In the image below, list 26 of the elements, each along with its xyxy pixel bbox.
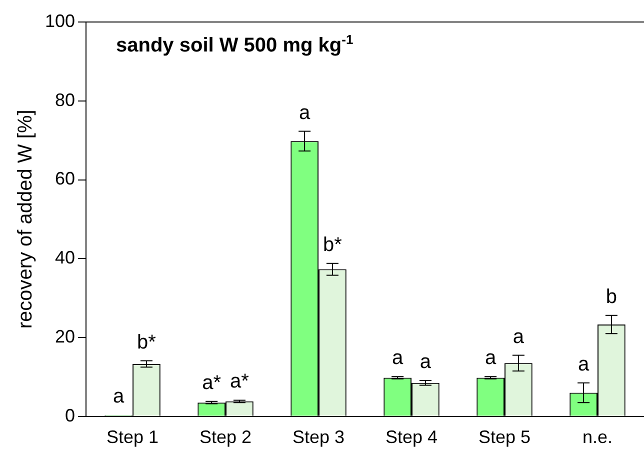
y-tick-label: 60 bbox=[55, 168, 76, 189]
annotation: a* bbox=[230, 370, 250, 393]
annotation: a bbox=[578, 353, 590, 376]
annotation: a bbox=[392, 347, 404, 370]
y-tick-label: 100 bbox=[44, 10, 76, 31]
x-tick-label: n.e. bbox=[582, 427, 613, 448]
annotation: a bbox=[512, 326, 525, 348]
y-tick-label: 40 bbox=[55, 248, 76, 268]
y-axis-title: recovery of added W [%] bbox=[14, 110, 37, 329]
text: sandy soil W 500 mg kg$^{-1}$ bbox=[116, 32, 354, 58]
x-tick-label: Step 4 bbox=[385, 427, 438, 448]
annotation: b* bbox=[137, 331, 156, 354]
annotation: b* bbox=[323, 234, 342, 256]
annotation: a bbox=[484, 347, 497, 370]
annotation: a bbox=[420, 351, 432, 374]
annotation: a bbox=[299, 102, 312, 124]
x-tick-label: Step 2 bbox=[200, 427, 252, 448]
y-tick-label: 80 bbox=[55, 90, 76, 110]
annotation: a* bbox=[202, 372, 222, 394]
annotation: b bbox=[606, 286, 618, 308]
x-tick-label: Step 3 bbox=[292, 427, 345, 448]
y-tick-label: 0 bbox=[65, 405, 76, 426]
y-tick-label: 20 bbox=[55, 326, 76, 346]
annotation: a bbox=[113, 386, 126, 408]
x-tick-label: Step 1 bbox=[106, 427, 159, 448]
x-tick-label: Step 5 bbox=[478, 427, 531, 448]
